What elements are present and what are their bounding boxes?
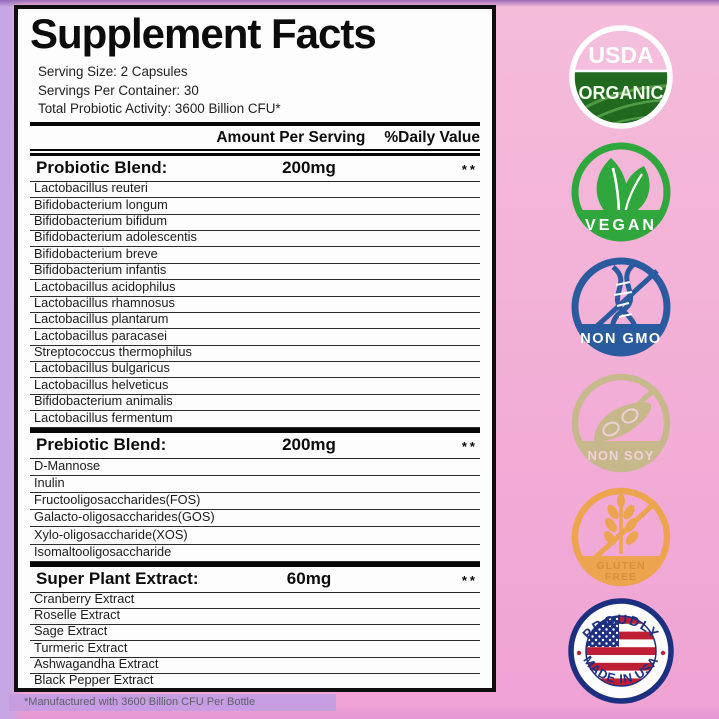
ingredient-row: Streptococcus thermophilus xyxy=(30,344,480,363)
section-name: Super Plant Extract: xyxy=(36,568,199,588)
ingredient-row: Bifidobacterium adolescentis xyxy=(30,229,480,248)
ingredient-row: Roselle Extract xyxy=(30,607,480,626)
divider-bar xyxy=(30,427,480,433)
super-plant-ingredient-list: Cranberry Extract Roselle Extract Sage E… xyxy=(30,591,480,688)
serving-info: Serving Size: 2 Capsules Servings Per Co… xyxy=(30,63,480,119)
non-soy-badge: NON SOY xyxy=(566,368,676,478)
svg-text:USDA: USDA xyxy=(588,42,653,68)
ingredient-row: Bifidobacterium breve xyxy=(30,246,480,264)
usa-flag-icon: PROUDLY MADE IN USA xyxy=(568,598,674,704)
prebiotic-ingredient-list: D-Mannose Inulin Fructooligosaccharides(… xyxy=(30,458,480,562)
daily-value-header: %Daily Value xyxy=(384,128,480,146)
svg-text:FREE: FREE xyxy=(605,571,637,583)
section-amount: 200mg xyxy=(282,434,336,454)
ingredient-row: Turmeric Extract xyxy=(30,640,480,658)
ingredient-row: Bifidobacterium bifidum xyxy=(30,213,480,231)
column-header-row: Amount Per Serving %Daily Value xyxy=(30,126,480,149)
ingredient-row: Ashwagandha Extract xyxy=(30,656,480,674)
section-amount: 200mg xyxy=(282,157,336,177)
ingredient-row: Black Pepper Extract xyxy=(30,672,480,688)
double-divider xyxy=(30,148,480,156)
panel-title: Supplement Facts xyxy=(30,10,377,57)
ingredient-row: Isomaltooligosaccharide xyxy=(30,544,480,562)
wheat-crossed-icon: GLUTEN FREE xyxy=(571,487,671,587)
section-name: Prebiotic Blend: xyxy=(36,434,167,454)
ingredient-row: Galacto-oligosaccharides(GOS) xyxy=(30,509,480,528)
usda-organic-icon: USDA ORGANIC xyxy=(569,25,673,129)
svg-text:ORGANIC: ORGANIC xyxy=(579,83,664,103)
ingredient-row: Fructooligosaccharides(FOS) xyxy=(30,492,480,511)
section-header-probiotic: Probiotic Blend: 200mg ** xyxy=(30,156,480,182)
svg-text:NON SOY: NON SOY xyxy=(588,448,655,463)
supplement-facts-panel: Supplement Facts Serving Size: 2 Capsule… xyxy=(14,5,496,692)
section-daily-value: ** xyxy=(461,161,478,177)
dna-crossed-icon: NON GMO xyxy=(571,257,671,357)
soy-crossed-icon: NON SOY xyxy=(571,373,671,473)
svg-text:VEGAN: VEGAN xyxy=(585,217,657,234)
ingredient-row: Lactobacillus acidophilus xyxy=(30,279,480,297)
ingredient-row: Lactobacillus bulgaricus xyxy=(30,360,480,379)
serving-size: Serving Size: 2 Capsules xyxy=(38,64,188,79)
ingredient-row: Bifidobacterium longum xyxy=(30,197,480,215)
probiotic-ingredient-list: Lactobacillus reuteri Bifidobacterium lo… xyxy=(30,180,480,428)
ingredient-row: D-Mannose xyxy=(30,458,480,476)
ingredient-row: Lactobacillus helveticus xyxy=(30,377,480,395)
servings-per-container: Servings Per Container: 30 xyxy=(38,82,199,98)
ingredient-row: Lactobacillus rhamnosus xyxy=(30,295,480,313)
section-amount: 60mg xyxy=(286,568,332,588)
vegan-badge: VEGAN xyxy=(566,137,676,247)
section-name: Probiotic Blend: xyxy=(36,157,168,177)
section-header-prebiotic: Prebiotic Blend: 200mg ** xyxy=(30,433,480,459)
ingredient-row: Inulin xyxy=(30,475,480,494)
section-daily-value: ** xyxy=(461,572,478,588)
ingredient-row: Cranberry Extract xyxy=(30,591,480,609)
ingredient-row: Lactobacillus fermentum xyxy=(30,410,480,428)
ingredient-row: Lactobacillus plantarum xyxy=(30,311,480,330)
vegan-leaf-icon: VEGAN xyxy=(571,142,671,242)
ingredient-row: Bifidobacterium animalis xyxy=(30,393,480,412)
ingredient-row: Bifidobacterium infantis xyxy=(30,262,480,281)
ingredient-row: Lactobacillus reuteri xyxy=(30,180,480,199)
amount-per-serving-header: Amount Per Serving xyxy=(216,128,366,146)
ingredient-row: Xylo-oligosaccharide(XOS) xyxy=(30,527,480,545)
svg-text:GLUTEN: GLUTEN xyxy=(596,560,645,572)
total-probiotic-activity: Total Probiotic Activity: 3600 Billion C… xyxy=(38,101,281,117)
svg-text:NON GMO: NON GMO xyxy=(580,331,661,347)
usda-organic-badge: USDA ORGANIC xyxy=(566,22,676,132)
made-in-usa-badge: PROUDLY MADE IN USA xyxy=(566,596,676,706)
non-gmo-badge: NON GMO xyxy=(566,252,676,362)
section-daily-value: ** xyxy=(461,438,478,454)
footnote: *Manufactured with 3600 Billion CFU Per … xyxy=(9,694,336,711)
divider-bar xyxy=(30,121,480,126)
section-header-super-plant: Super Plant Extract: 60mg ** xyxy=(30,567,480,593)
ingredient-row: Sage Extract xyxy=(30,623,480,642)
divider-bar xyxy=(30,561,480,567)
gluten-free-badge: GLUTEN FREE xyxy=(566,482,676,592)
ingredient-row: Lactobacillus paracasei xyxy=(30,328,480,346)
